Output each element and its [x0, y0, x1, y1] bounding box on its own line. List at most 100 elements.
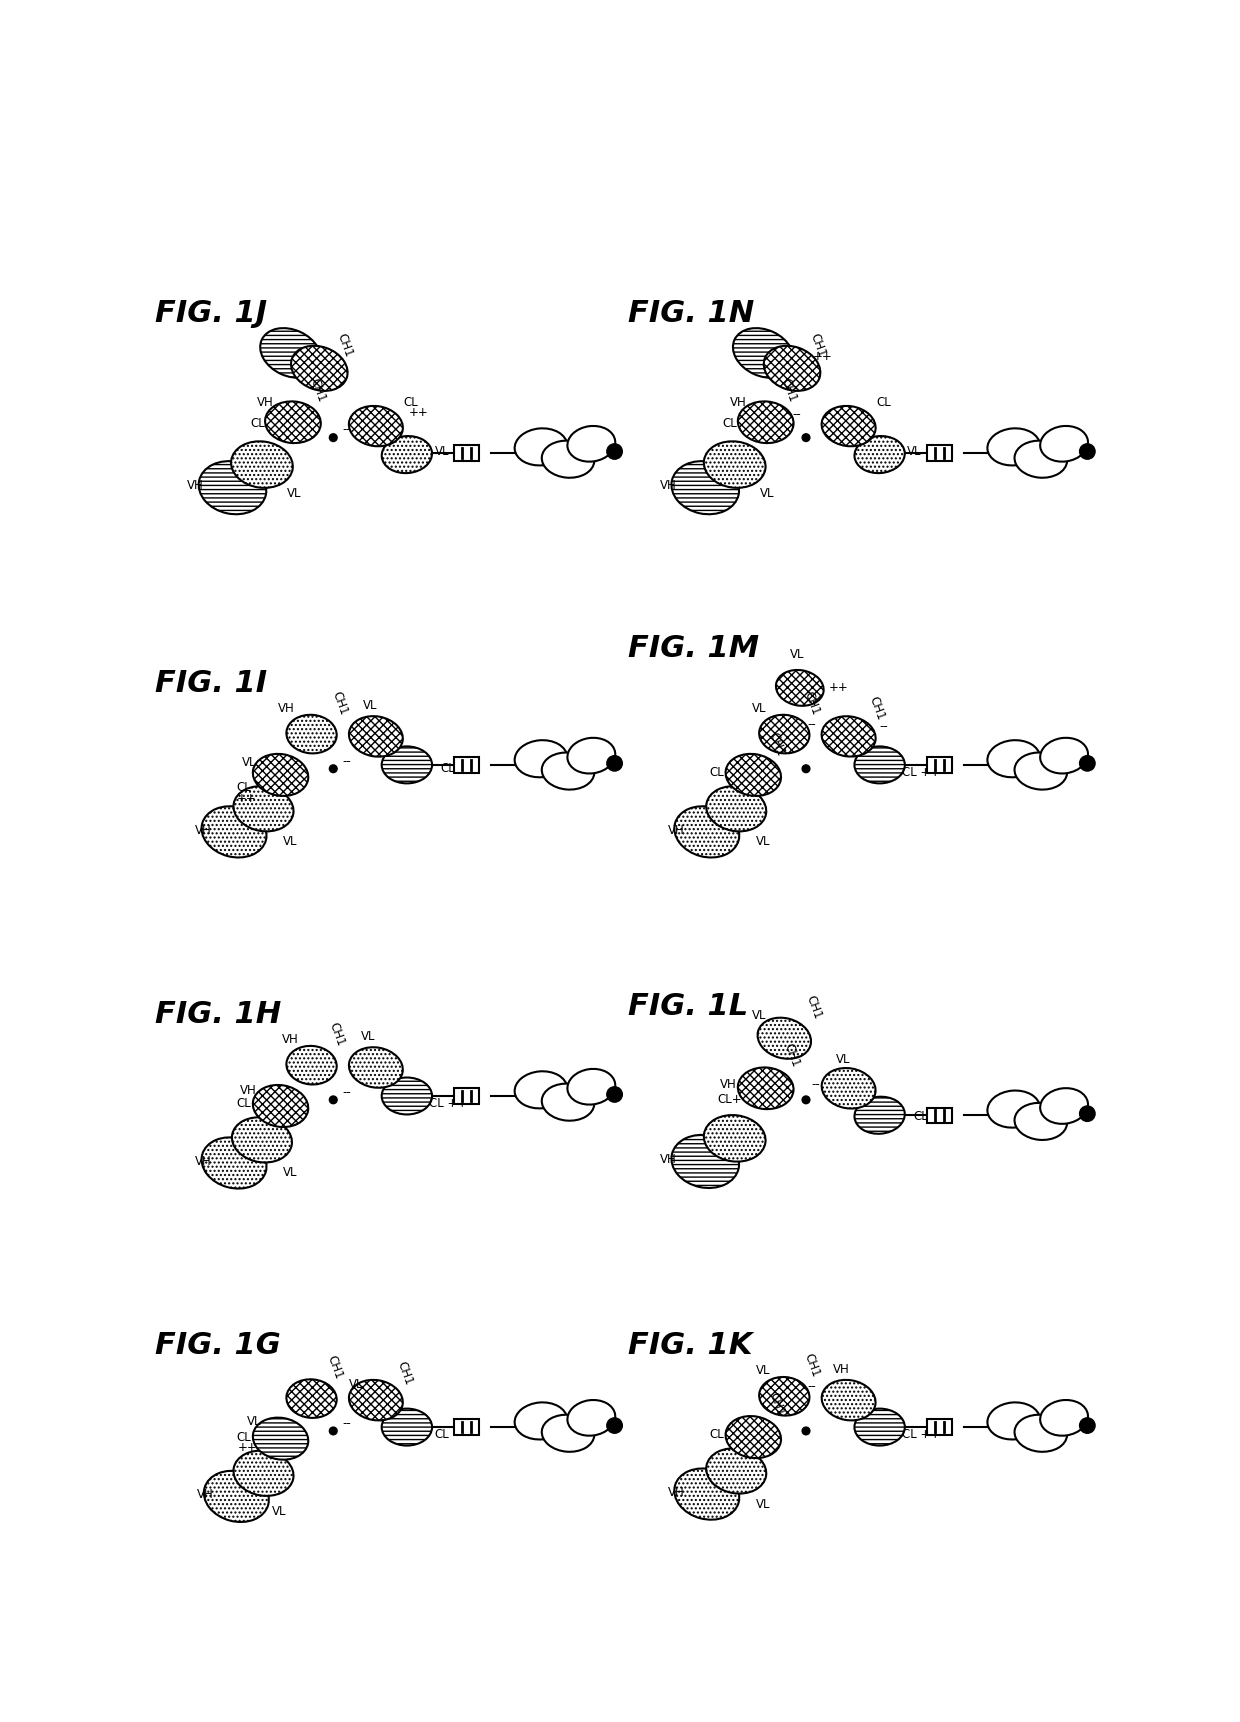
- Text: FIG. 1I: FIG. 1I: [155, 668, 267, 697]
- Text: VL: VL: [790, 647, 804, 661]
- Ellipse shape: [707, 787, 766, 832]
- Text: CH1: CH1: [329, 689, 350, 716]
- Text: ++: ++: [409, 406, 428, 420]
- Text: VL: VL: [756, 1364, 770, 1378]
- Ellipse shape: [1040, 737, 1087, 773]
- Text: VL: VL: [361, 1030, 376, 1044]
- Text: VH: VH: [283, 1033, 299, 1047]
- Ellipse shape: [542, 441, 594, 477]
- Circle shape: [606, 756, 622, 771]
- Text: CL: CL: [723, 417, 738, 430]
- Circle shape: [802, 434, 810, 441]
- Circle shape: [330, 765, 337, 773]
- Ellipse shape: [987, 740, 1040, 777]
- Text: FIG. 1M: FIG. 1M: [627, 634, 759, 663]
- Text: CH1: CH1: [394, 1359, 415, 1386]
- Text: VH: VH: [195, 1155, 212, 1168]
- Ellipse shape: [725, 754, 781, 796]
- Text: CL ++: CL ++: [901, 1428, 940, 1441]
- Bar: [454, 1419, 479, 1434]
- Text: ++: ++: [237, 792, 257, 804]
- Circle shape: [802, 1095, 810, 1104]
- Text: VL: VL: [247, 1415, 262, 1428]
- Ellipse shape: [854, 1409, 905, 1445]
- Ellipse shape: [382, 1078, 432, 1114]
- Text: CL: CL: [914, 1111, 928, 1123]
- Ellipse shape: [1014, 753, 1068, 790]
- Text: FIG. 1J: FIG. 1J: [155, 300, 267, 327]
- Circle shape: [1080, 756, 1095, 771]
- Text: VL: VL: [836, 1054, 851, 1066]
- Text: VH: VH: [660, 1154, 677, 1166]
- Bar: [926, 758, 952, 773]
- Text: CH1: CH1: [766, 1390, 787, 1417]
- Ellipse shape: [233, 1450, 294, 1496]
- Bar: [926, 446, 952, 461]
- Text: CH1: CH1: [781, 1042, 802, 1069]
- Ellipse shape: [1014, 1415, 1068, 1452]
- Ellipse shape: [822, 716, 875, 756]
- Text: --: --: [811, 1078, 820, 1092]
- Text: VH: VH: [667, 823, 684, 837]
- Ellipse shape: [231, 441, 293, 487]
- Text: ++: ++: [813, 350, 833, 363]
- Text: CL ++: CL ++: [901, 766, 940, 778]
- Text: CH1: CH1: [308, 375, 329, 403]
- Ellipse shape: [291, 346, 347, 391]
- Text: CL: CL: [237, 1097, 252, 1111]
- Ellipse shape: [854, 746, 905, 784]
- Ellipse shape: [568, 1400, 615, 1436]
- Text: VH: VH: [195, 823, 212, 837]
- Ellipse shape: [758, 1018, 811, 1059]
- Ellipse shape: [542, 1415, 594, 1452]
- Ellipse shape: [1014, 441, 1068, 477]
- Text: CL: CL: [434, 1428, 449, 1441]
- Ellipse shape: [725, 1415, 781, 1459]
- Text: CH1: CH1: [766, 730, 787, 758]
- Ellipse shape: [1014, 1102, 1068, 1140]
- Text: CH1: CH1: [325, 1353, 345, 1381]
- Text: VH: VH: [239, 1085, 257, 1097]
- Text: VL: VL: [760, 487, 775, 499]
- Ellipse shape: [704, 441, 765, 487]
- Ellipse shape: [987, 1402, 1040, 1440]
- Text: CL: CL: [709, 766, 724, 778]
- Circle shape: [802, 765, 810, 773]
- Text: --: --: [879, 720, 888, 734]
- Ellipse shape: [704, 1116, 765, 1162]
- Text: --: --: [342, 1085, 352, 1099]
- Text: CH1: CH1: [779, 375, 800, 403]
- Ellipse shape: [568, 737, 615, 773]
- Ellipse shape: [348, 1047, 403, 1088]
- Text: FIG. 1H: FIG. 1H: [155, 1000, 281, 1028]
- Ellipse shape: [198, 461, 267, 515]
- Ellipse shape: [764, 346, 821, 391]
- Ellipse shape: [733, 329, 794, 377]
- Text: VL: VL: [242, 756, 257, 770]
- Ellipse shape: [515, 1402, 567, 1440]
- Ellipse shape: [671, 1135, 739, 1188]
- Text: --: --: [342, 1417, 352, 1429]
- Text: --: --: [342, 754, 352, 768]
- Text: VL: VL: [753, 1009, 766, 1021]
- Ellipse shape: [515, 429, 567, 465]
- Text: VH: VH: [667, 1486, 684, 1500]
- Text: VL: VL: [363, 699, 378, 713]
- Text: CH1: CH1: [335, 332, 355, 358]
- Text: VL: VL: [272, 1505, 286, 1519]
- Ellipse shape: [675, 1469, 739, 1521]
- Ellipse shape: [286, 1045, 337, 1085]
- Ellipse shape: [348, 716, 403, 756]
- Ellipse shape: [515, 1071, 567, 1109]
- Circle shape: [1080, 1106, 1095, 1121]
- Ellipse shape: [202, 806, 267, 858]
- Text: VL: VL: [756, 1498, 770, 1510]
- Text: VH: VH: [832, 1362, 849, 1376]
- Ellipse shape: [348, 406, 403, 446]
- Ellipse shape: [232, 1118, 291, 1162]
- Text: --: --: [792, 408, 801, 422]
- Ellipse shape: [1040, 1400, 1087, 1436]
- Text: CL: CL: [709, 1428, 724, 1441]
- Ellipse shape: [759, 715, 810, 754]
- Ellipse shape: [233, 787, 294, 832]
